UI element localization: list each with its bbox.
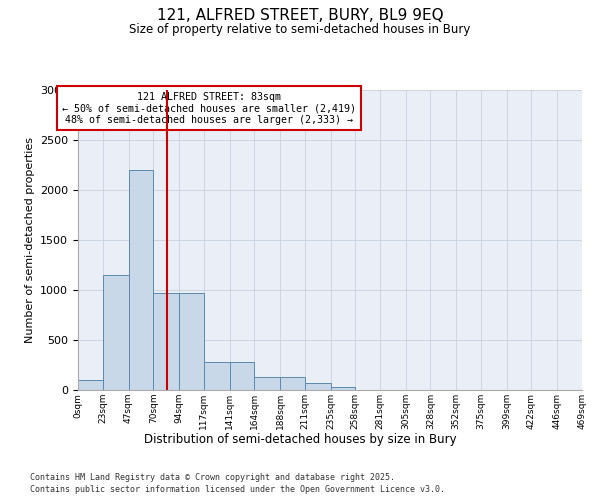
Text: 121, ALFRED STREET, BURY, BL9 9EQ: 121, ALFRED STREET, BURY, BL9 9EQ <box>157 8 443 22</box>
Bar <box>254 377 280 390</box>
Bar <box>179 292 204 390</box>
Bar <box>103 275 128 390</box>
Bar <box>230 362 254 390</box>
Bar <box>305 383 331 390</box>
Bar <box>331 387 355 390</box>
Bar <box>128 170 153 390</box>
Bar <box>280 377 305 390</box>
Text: Distribution of semi-detached houses by size in Bury: Distribution of semi-detached houses by … <box>143 432 457 446</box>
Text: Size of property relative to semi-detached houses in Bury: Size of property relative to semi-detach… <box>130 22 470 36</box>
Text: Contains public sector information licensed under the Open Government Licence v3: Contains public sector information licen… <box>30 485 445 494</box>
Bar <box>153 292 179 390</box>
Text: Contains HM Land Registry data © Crown copyright and database right 2025.: Contains HM Land Registry data © Crown c… <box>30 472 395 482</box>
Bar <box>78 380 103 390</box>
Y-axis label: Number of semi-detached properties: Number of semi-detached properties <box>25 137 35 343</box>
Text: 121 ALFRED STREET: 83sqm
← 50% of semi-detached houses are smaller (2,419)
48% o: 121 ALFRED STREET: 83sqm ← 50% of semi-d… <box>62 92 356 124</box>
Bar <box>204 362 230 390</box>
